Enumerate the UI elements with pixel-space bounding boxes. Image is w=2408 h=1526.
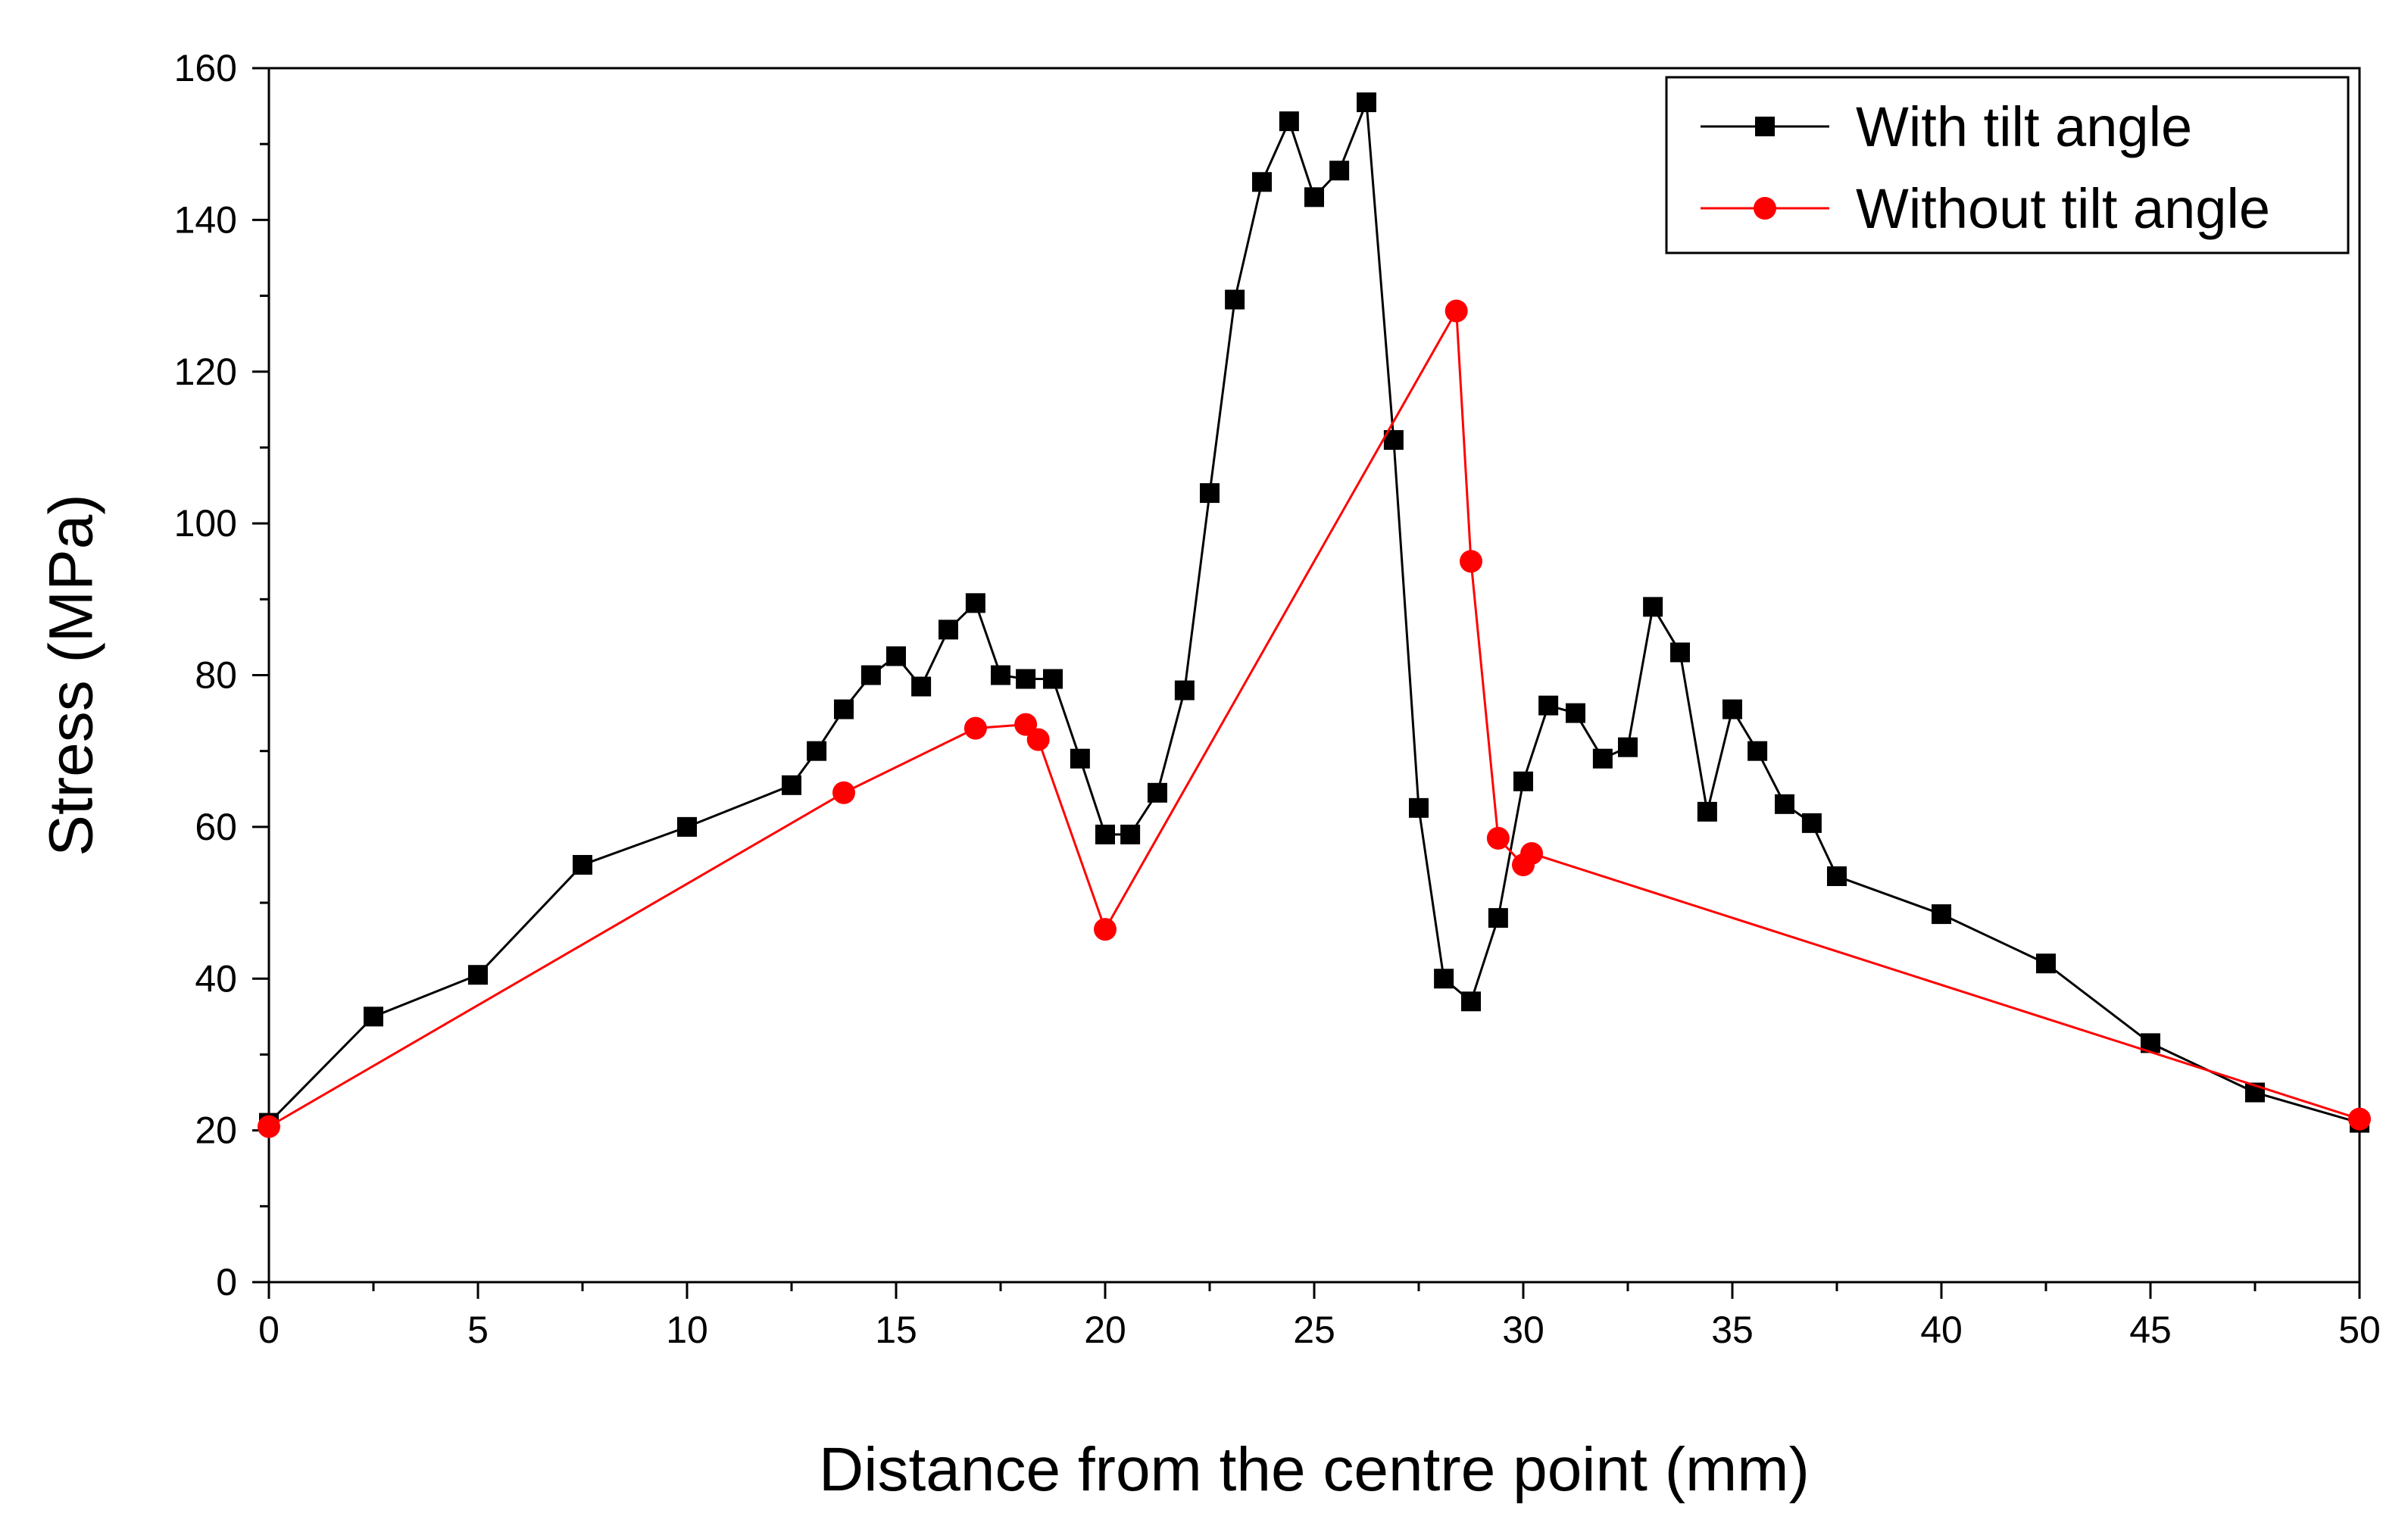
data-point	[1775, 794, 1794, 814]
data-point	[1643, 597, 1663, 617]
data-point	[1461, 991, 1481, 1012]
x-tick-label: 20	[1084, 1309, 1126, 1351]
x-tick-label: 0	[258, 1309, 280, 1351]
data-point	[1538, 695, 1559, 716]
y-tick-label: 160	[174, 47, 237, 89]
data-point	[939, 619, 958, 640]
y-tick-label: 0	[216, 1261, 237, 1303]
x-axis-title: Distance from the centre point (mm)	[819, 1435, 1810, 1504]
data-point	[1592, 748, 1613, 769]
data-point	[1697, 801, 1717, 822]
series-1	[258, 299, 2371, 1138]
x-tick-label: 15	[875, 1309, 917, 1351]
data-point	[1513, 771, 1533, 791]
data-point	[1488, 908, 1508, 928]
data-point	[258, 1115, 280, 1138]
data-point	[1148, 782, 1167, 803]
data-point	[1329, 161, 1350, 181]
data-point	[677, 816, 697, 837]
legend-entry-without-tilt-angle: Without tilt angle	[1701, 177, 2270, 240]
y-tick-label: 40	[195, 957, 237, 1000]
legend-box	[1665, 76, 2350, 254]
data-point	[1200, 483, 1220, 504]
legend-marker-circle	[1754, 197, 1776, 220]
data-point	[468, 965, 488, 985]
x-tick-label: 50	[2338, 1309, 2381, 1351]
x-tick-label: 25	[1293, 1309, 1335, 1351]
data-point	[364, 1006, 383, 1027]
data-point	[1094, 918, 1117, 941]
data-point	[782, 775, 801, 795]
y-tick-label: 20	[195, 1109, 237, 1152]
legend-label-without-tilt-angle: Without tilt angle	[1856, 177, 2270, 240]
data-point	[1434, 969, 1454, 989]
y-tick-label: 120	[174, 351, 237, 393]
data-point	[1932, 904, 1951, 925]
data-point	[991, 665, 1010, 685]
x-tick-label: 40	[1920, 1309, 1963, 1351]
data-point	[1722, 699, 1742, 719]
data-point	[1252, 172, 1272, 192]
data-point	[832, 781, 855, 804]
y-axis-title: Stress (MPa)	[37, 494, 106, 856]
data-point	[1670, 642, 1690, 663]
data-point	[1016, 669, 1036, 689]
data-point	[1120, 824, 1141, 844]
data-point	[860, 665, 881, 685]
y-tick-label: 80	[195, 654, 237, 697]
data-point	[886, 646, 906, 666]
data-point	[573, 854, 592, 875]
data-point	[1225, 289, 1245, 310]
data-point	[1095, 824, 1115, 844]
series-0	[259, 92, 2369, 1133]
x-tick-label: 5	[467, 1309, 489, 1351]
data-point	[911, 676, 932, 697]
x-tick-label: 45	[2129, 1309, 2172, 1351]
data-point	[1174, 680, 1195, 701]
legend-marker-square	[1755, 117, 1775, 136]
x-axis: 0 5 10 15 20 25 30 35 40 45 50	[258, 1282, 2381, 1351]
series-layer	[258, 92, 2371, 1138]
data-point	[2036, 953, 2056, 974]
data-point	[1304, 187, 1324, 208]
data-point	[1444, 299, 1468, 323]
data-point	[1566, 703, 1585, 723]
data-point	[964, 716, 987, 740]
data-point	[1409, 797, 1429, 818]
y-tick-label: 100	[174, 502, 237, 545]
data-point	[1618, 737, 1638, 757]
y-tick-label: 140	[174, 198, 237, 241]
legend-entry-with-tilt-angle: With tilt angle	[1701, 95, 2192, 158]
data-point	[1043, 669, 1063, 689]
data-point	[1460, 550, 1482, 573]
x-tick-label: 10	[666, 1309, 708, 1351]
data-point	[965, 593, 985, 613]
x-tick-label: 35	[1711, 1309, 1754, 1351]
data-point	[1357, 92, 1376, 113]
data-point	[1279, 111, 1299, 132]
data-point	[807, 741, 827, 761]
series-line	[268, 307, 2360, 1128]
data-point	[2348, 1107, 2371, 1131]
data-point	[1827, 866, 1847, 886]
data-point	[1520, 841, 1544, 865]
legend-label-with-tilt-angle: With tilt angle	[1856, 95, 2192, 158]
data-point	[1747, 741, 1768, 761]
legend: With tilt angle Without tilt angle	[1665, 76, 2350, 254]
data-point	[1070, 748, 1090, 769]
data-point	[1486, 826, 1510, 850]
data-point	[1014, 713, 1038, 736]
y-tick-label: 60	[195, 806, 237, 848]
data-point	[1801, 813, 1822, 833]
y-axis: 0 20 40 60 80 100 120 140 160	[174, 47, 269, 1303]
data-point	[1026, 728, 1050, 751]
data-point	[834, 699, 854, 719]
x-tick-label: 30	[1502, 1309, 1544, 1351]
